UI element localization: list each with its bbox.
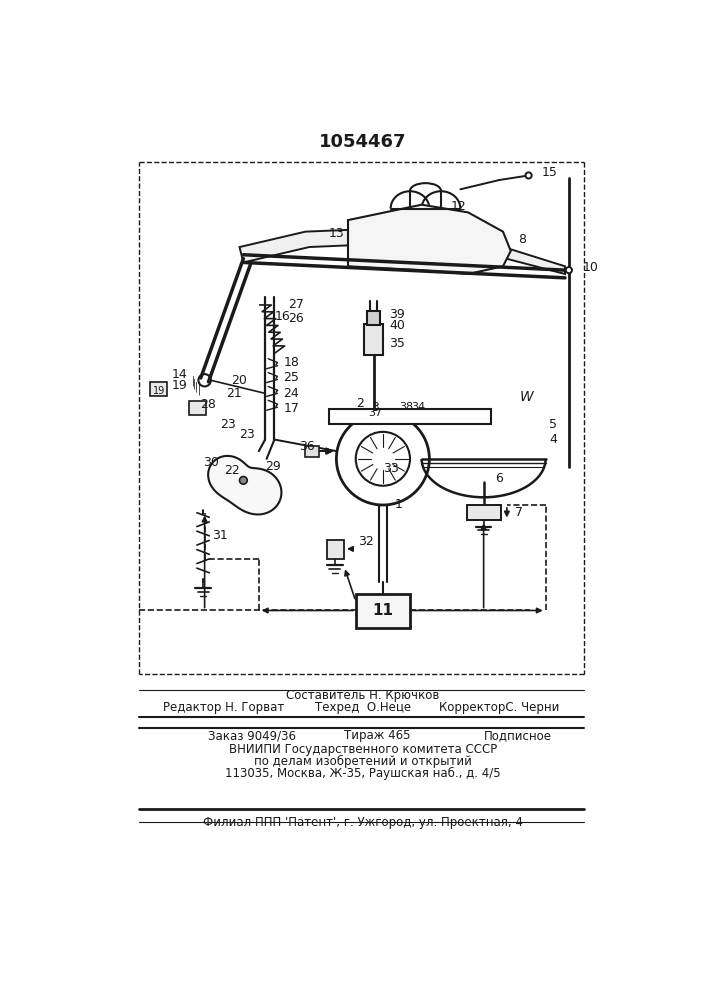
- Text: 31: 31: [212, 529, 228, 542]
- Bar: [305, 446, 320, 457]
- Text: 1: 1: [395, 498, 402, 512]
- Text: 23: 23: [220, 418, 235, 431]
- Text: 34: 34: [411, 402, 425, 412]
- Text: |: |: [194, 382, 198, 392]
- Bar: [368, 311, 380, 325]
- Text: 6: 6: [495, 472, 503, 485]
- Bar: [189, 401, 206, 415]
- Text: 3: 3: [371, 401, 379, 414]
- Polygon shape: [240, 228, 565, 274]
- Text: Филиал ППП 'Патент', г. Ужгород, ул. Проектная, 4: Филиал ППП 'Патент', г. Ужгород, ул. Про…: [203, 816, 522, 829]
- Text: 17: 17: [284, 402, 299, 415]
- Text: 14: 14: [172, 368, 187, 381]
- Text: 12: 12: [451, 200, 467, 213]
- Text: 21: 21: [226, 387, 242, 400]
- Text: 26: 26: [288, 312, 304, 325]
- Text: 39: 39: [389, 308, 404, 321]
- Text: 8: 8: [518, 233, 527, 246]
- Text: 20: 20: [232, 374, 247, 387]
- Text: W: W: [520, 390, 533, 404]
- Text: КорректорС. Черни: КорректорС. Черни: [439, 701, 559, 714]
- Text: 7: 7: [515, 506, 522, 519]
- Text: |: |: [192, 375, 195, 386]
- Text: 40: 40: [389, 319, 405, 332]
- Text: 36: 36: [299, 440, 315, 453]
- Text: 16: 16: [274, 310, 290, 323]
- Text: 25: 25: [284, 371, 299, 384]
- Text: 2: 2: [356, 397, 363, 410]
- Text: 33: 33: [382, 462, 399, 475]
- Text: 30: 30: [203, 456, 218, 469]
- Text: ВНИИПИ Государственного комитета СССР: ВНИИПИ Государственного комитета СССР: [228, 743, 497, 756]
- Text: 22: 22: [224, 464, 240, 477]
- Text: 27: 27: [288, 298, 304, 311]
- Text: 11: 11: [373, 603, 393, 618]
- Text: по делам изобретений и открытий: по делам изобретений и открытий: [254, 755, 472, 768]
- Text: Тираж 465: Тираж 465: [344, 730, 411, 742]
- Text: 1054467: 1054467: [319, 133, 407, 151]
- Bar: [151, 382, 168, 396]
- Text: 37: 37: [368, 408, 382, 418]
- Text: |: |: [193, 379, 196, 389]
- Bar: [329, 409, 491, 424]
- Text: 4: 4: [549, 433, 557, 446]
- Text: 113035, Москва, Ж-35, Раушская наб., д. 4/5: 113035, Москва, Ж-35, Раушская наб., д. …: [225, 766, 501, 780]
- Text: |: |: [197, 384, 201, 395]
- Text: Составитель Н. Крючков: Составитель Н. Крючков: [286, 689, 440, 702]
- Text: 29: 29: [265, 460, 281, 473]
- Text: 5: 5: [549, 418, 557, 431]
- Text: 19: 19: [153, 386, 165, 396]
- Text: Заказ 9049/36: Заказ 9049/36: [209, 730, 296, 742]
- Circle shape: [525, 172, 532, 179]
- Polygon shape: [208, 456, 281, 514]
- Text: 18: 18: [284, 356, 299, 369]
- Text: 38: 38: [399, 402, 413, 412]
- Bar: [467, 505, 501, 520]
- Text: 32: 32: [358, 535, 374, 548]
- Bar: [356, 594, 410, 628]
- Text: Подписное: Подписное: [484, 730, 551, 742]
- Text: 28: 28: [201, 398, 216, 411]
- Circle shape: [240, 477, 247, 484]
- Text: 35: 35: [389, 337, 405, 350]
- Text: 19: 19: [172, 379, 187, 392]
- Bar: [364, 324, 383, 355]
- Text: 24: 24: [284, 387, 299, 400]
- Text: Техред  О.Неце: Техред О.Неце: [315, 701, 411, 714]
- Polygon shape: [348, 205, 510, 274]
- Text: Редактор Н. Горват: Редактор Н. Горват: [163, 701, 285, 714]
- Text: 23: 23: [240, 428, 255, 441]
- Text: 15: 15: [542, 166, 557, 179]
- Text: 13: 13: [329, 227, 344, 240]
- Circle shape: [566, 267, 572, 273]
- Text: 10: 10: [583, 261, 599, 274]
- Bar: [327, 540, 344, 559]
